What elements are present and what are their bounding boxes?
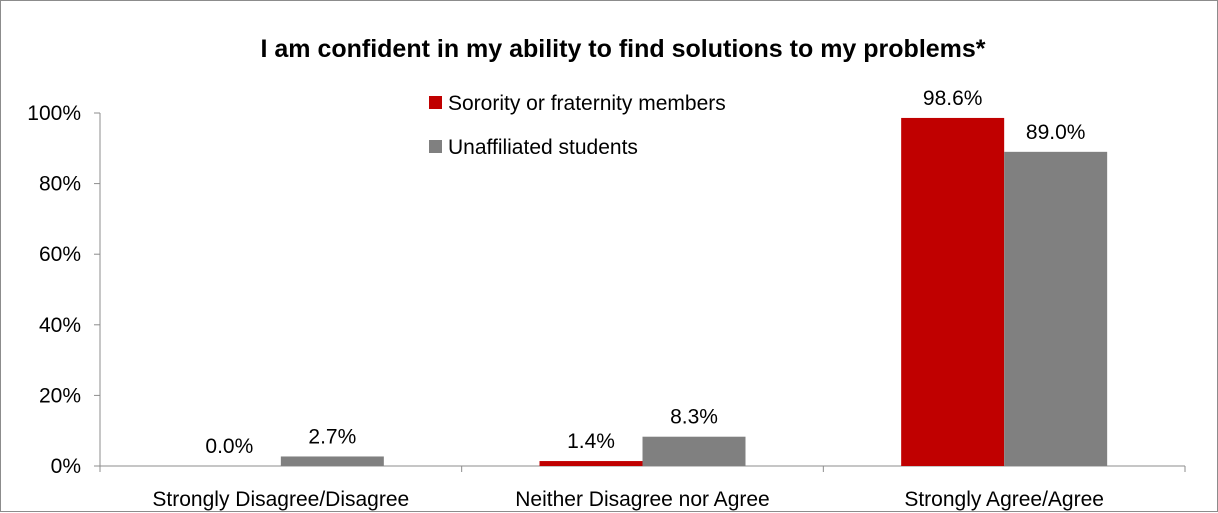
bar-unaffiliated — [642, 436, 746, 466]
bar-unaffiliated — [1004, 151, 1108, 466]
bar-unaffiliated — [280, 456, 384, 466]
x-category-label: Strongly Agree/Agree — [904, 488, 1104, 511]
legend-label: Unaffiliated students — [448, 136, 638, 159]
data-label: 0.0% — [205, 435, 253, 458]
y-tick-label: 0% — [51, 455, 81, 478]
y-tick-label: 80% — [39, 173, 81, 196]
legend: Sorority or fraternity members Unaffiliat… — [429, 92, 726, 159]
x-category-label: Neither Disagree nor Agree — [515, 488, 769, 511]
data-label: 8.3% — [670, 406, 718, 429]
legend-label: Sorority or fraternity members — [448, 92, 726, 115]
data-label: 89.0% — [1026, 121, 1086, 144]
bar-sorority-fraternity — [539, 461, 643, 466]
legend-swatch — [429, 140, 442, 153]
data-label: 2.7% — [308, 425, 356, 448]
axes: 0% 20% 40% 60% 80% 100% Strongly Disagree/Disa… — [27, 102, 1186, 511]
legend-swatch — [429, 96, 442, 109]
data-labels: 0.0% 2.7% 1.4% 8.3% 98.6% 89.0% — [205, 87, 1085, 458]
data-label: 98.6% — [923, 87, 983, 110]
y-tick-label: 60% — [39, 243, 81, 266]
bar-sorority-fraternity — [901, 117, 1005, 466]
y-tick-label: 100% — [27, 102, 81, 125]
bars — [280, 117, 1108, 466]
data-label: 1.4% — [567, 430, 615, 453]
chart-title: I am confident in my ability to find sol… — [260, 35, 985, 63]
x-category-label: Strongly Disagree/Disagree — [152, 488, 409, 511]
y-tick-label: 20% — [39, 384, 81, 407]
y-tick-label: 40% — [39, 314, 81, 337]
